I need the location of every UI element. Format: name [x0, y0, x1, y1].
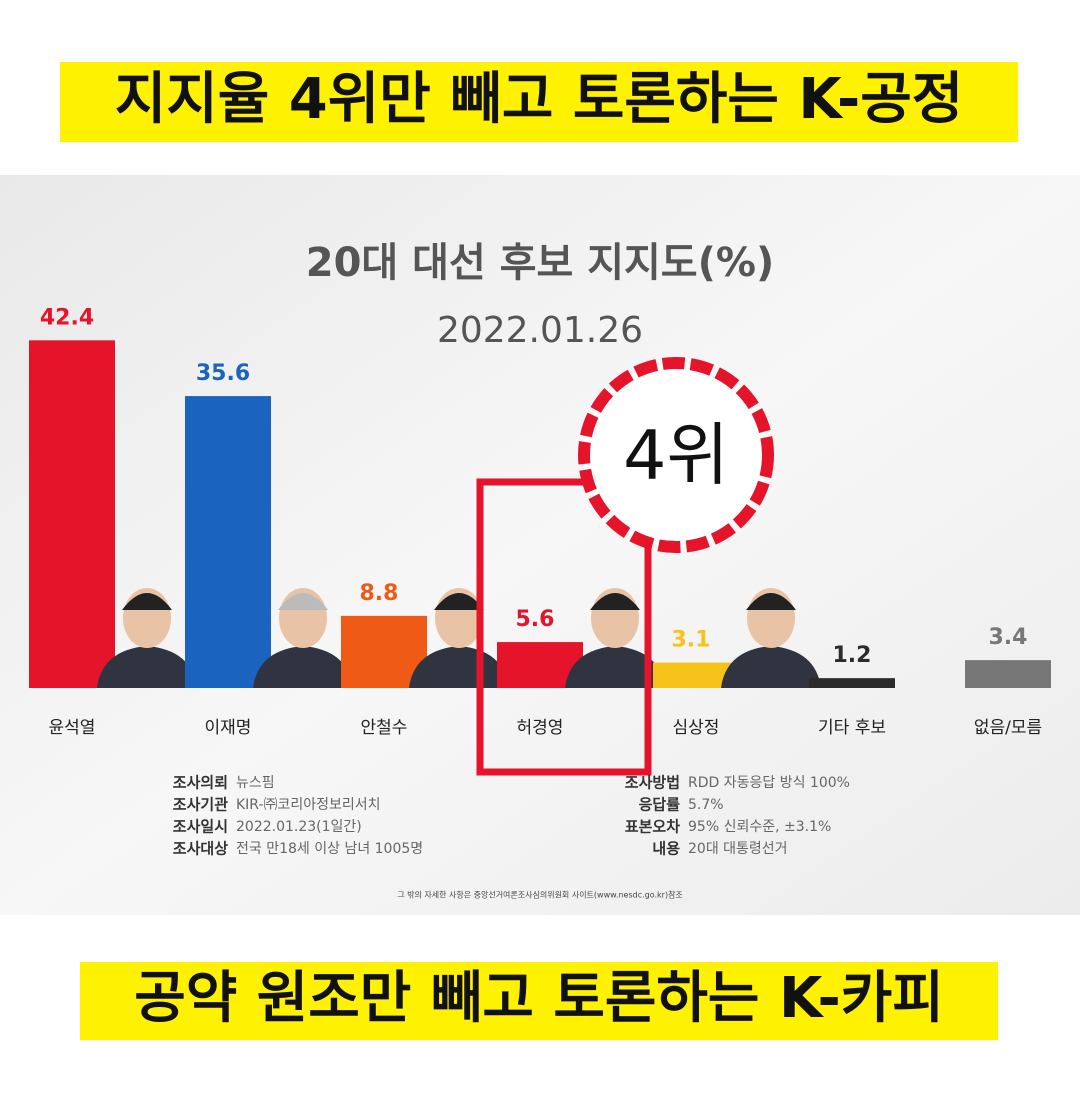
value-label: 8.8 — [360, 581, 399, 606]
chart-title: 20대 대선 후보 지지도(%) — [306, 240, 774, 286]
value-label: 42.4 — [40, 305, 94, 330]
header-band — [60, 62, 1018, 142]
note-value: KIR-㈜코리아정보리서치 — [236, 797, 381, 813]
bar — [965, 660, 1051, 688]
note-value: 95% 신뢰수준, ±3.1% — [688, 819, 831, 835]
candidate-photo — [278, 593, 328, 610]
value-label: 3.4 — [989, 625, 1028, 650]
badge-text: 4위 — [623, 417, 729, 496]
value-label: 3.1 — [672, 628, 711, 653]
category-label: 심상정 — [673, 718, 720, 738]
candidate-photo — [721, 646, 821, 688]
note-label: 조사기관 — [173, 796, 228, 814]
candidate-photo — [97, 646, 197, 688]
source-note: 그 밖의 자세한 사항은 중앙선거여론조사심의위원회 사이트(www.nesdc… — [397, 890, 683, 900]
category-label: 윤석열 — [49, 718, 96, 738]
note-label: 조사대상 — [173, 840, 228, 858]
bar — [809, 678, 895, 688]
chart-background — [0, 175, 1080, 915]
value-label: 5.6 — [516, 607, 555, 632]
category-label: 없음/모름 — [974, 718, 1042, 738]
candidate-photo — [122, 593, 172, 610]
note-label: 내용 — [652, 840, 680, 858]
note-label: 조사방법 — [625, 774, 680, 792]
candidate-photo — [565, 646, 665, 688]
note-label: 조사일시 — [173, 818, 228, 836]
highlight-box — [476, 478, 652, 776]
header-title: 지지율 4위만 빼고 토론하는 K-공정 — [115, 67, 963, 132]
badge — [578, 357, 774, 553]
category-label: 기타 후보 — [818, 718, 886, 738]
candidate-photo — [434, 593, 484, 610]
note-value: 2022.01.23(1일간) — [236, 819, 362, 835]
note-value: 5.7% — [688, 797, 724, 813]
note-label: 표본오차 — [625, 818, 680, 836]
bar — [29, 340, 115, 688]
bar — [185, 396, 271, 688]
candidate-photo — [409, 646, 509, 688]
value-label: 35.6 — [196, 361, 250, 386]
note-value: RDD 자동응답 방식 100% — [688, 775, 850, 791]
category-label: 안철수 — [361, 718, 408, 738]
note-value: 뉴스핌 — [236, 775, 275, 791]
note-label: 조사의뢰 — [173, 774, 228, 792]
candidate-photo — [746, 593, 796, 610]
chart-subtitle: 2022.01.26 — [437, 310, 643, 351]
note-label: 응답률 — [639, 796, 681, 814]
footer-band — [80, 962, 998, 1040]
note-value: 20대 대통령선거 — [688, 841, 788, 857]
note-value: 전국 만18세 이상 남녀 1005명 — [236, 841, 423, 857]
bars: 42.4 윤석열 35.6 이재명 8.8 안철수 5.6 허경영 3.1 심상정 1.2 기타 후보… — [29, 305, 1051, 738]
footer-title: 공약 원조만 빼고 토론하는 K-카피 — [134, 966, 944, 1031]
candidate-photo — [590, 593, 640, 610]
value-label: 1.2 — [833, 643, 872, 668]
candidate-photo — [253, 646, 353, 688]
category-label: 허경영 — [517, 718, 564, 738]
category-label: 이재명 — [205, 718, 252, 738]
